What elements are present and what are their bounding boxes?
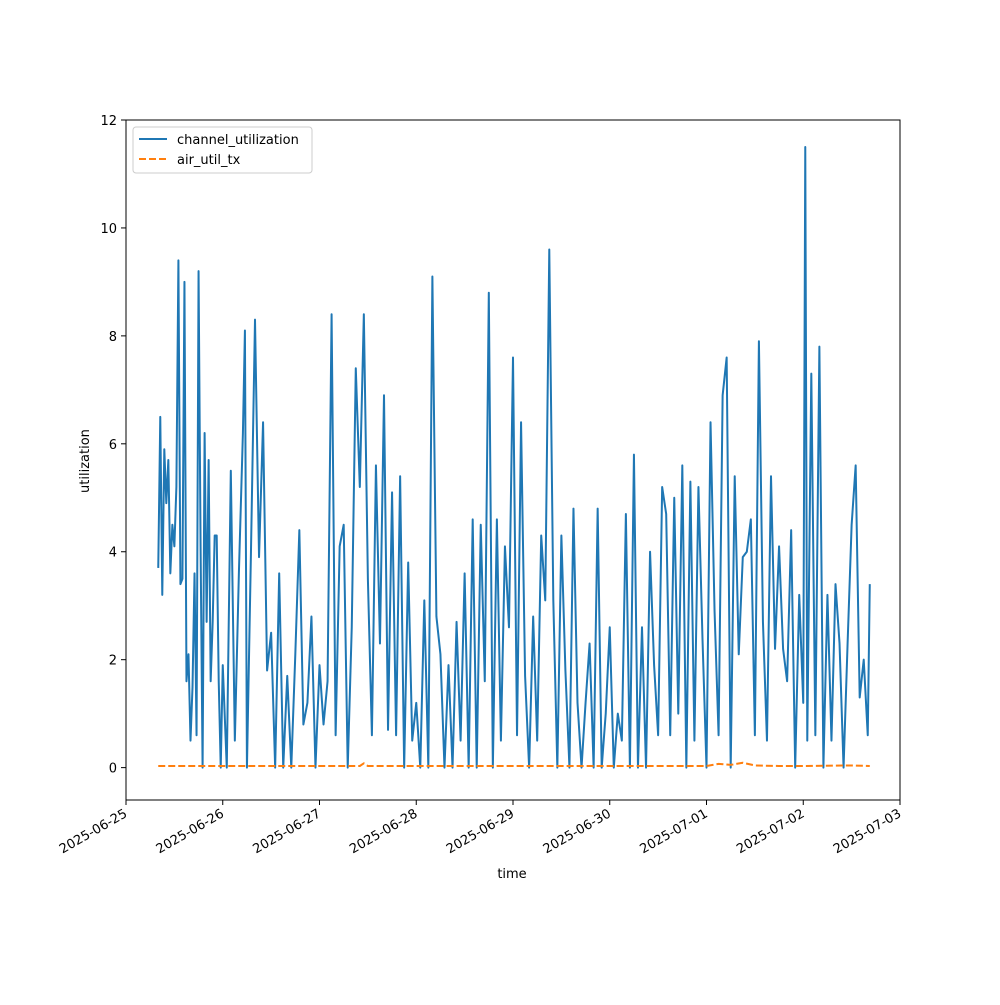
y-axis-ticks: 0 2 4 6 8 10 12 [100, 114, 126, 777]
y-tick-label: 12 [100, 114, 117, 129]
legend-label-air-util-tx: air_util_tx [177, 153, 241, 168]
y-tick-label: 10 [100, 222, 117, 237]
series-line-air-util-tx [158, 761, 870, 767]
legend: channel_utilization air_util_tx [132, 126, 313, 174]
y-tick-label: 2 [109, 654, 117, 669]
legend-label-channel-utilization: channel_utilization [177, 133, 299, 148]
plot-area-frame [125, 119, 901, 801]
series-line-channel-utilization [157, 145, 871, 769]
series-layer [157, 145, 871, 769]
y-tick-label: 8 [109, 330, 117, 345]
y-axis-title: utilization [78, 429, 93, 493]
x-axis-title: time [497, 867, 526, 882]
y-tick-label: 4 [109, 546, 117, 561]
y-tick-label: 0 [109, 762, 117, 777]
legend-box [132, 126, 313, 174]
y-tick-label: 6 [109, 438, 117, 453]
